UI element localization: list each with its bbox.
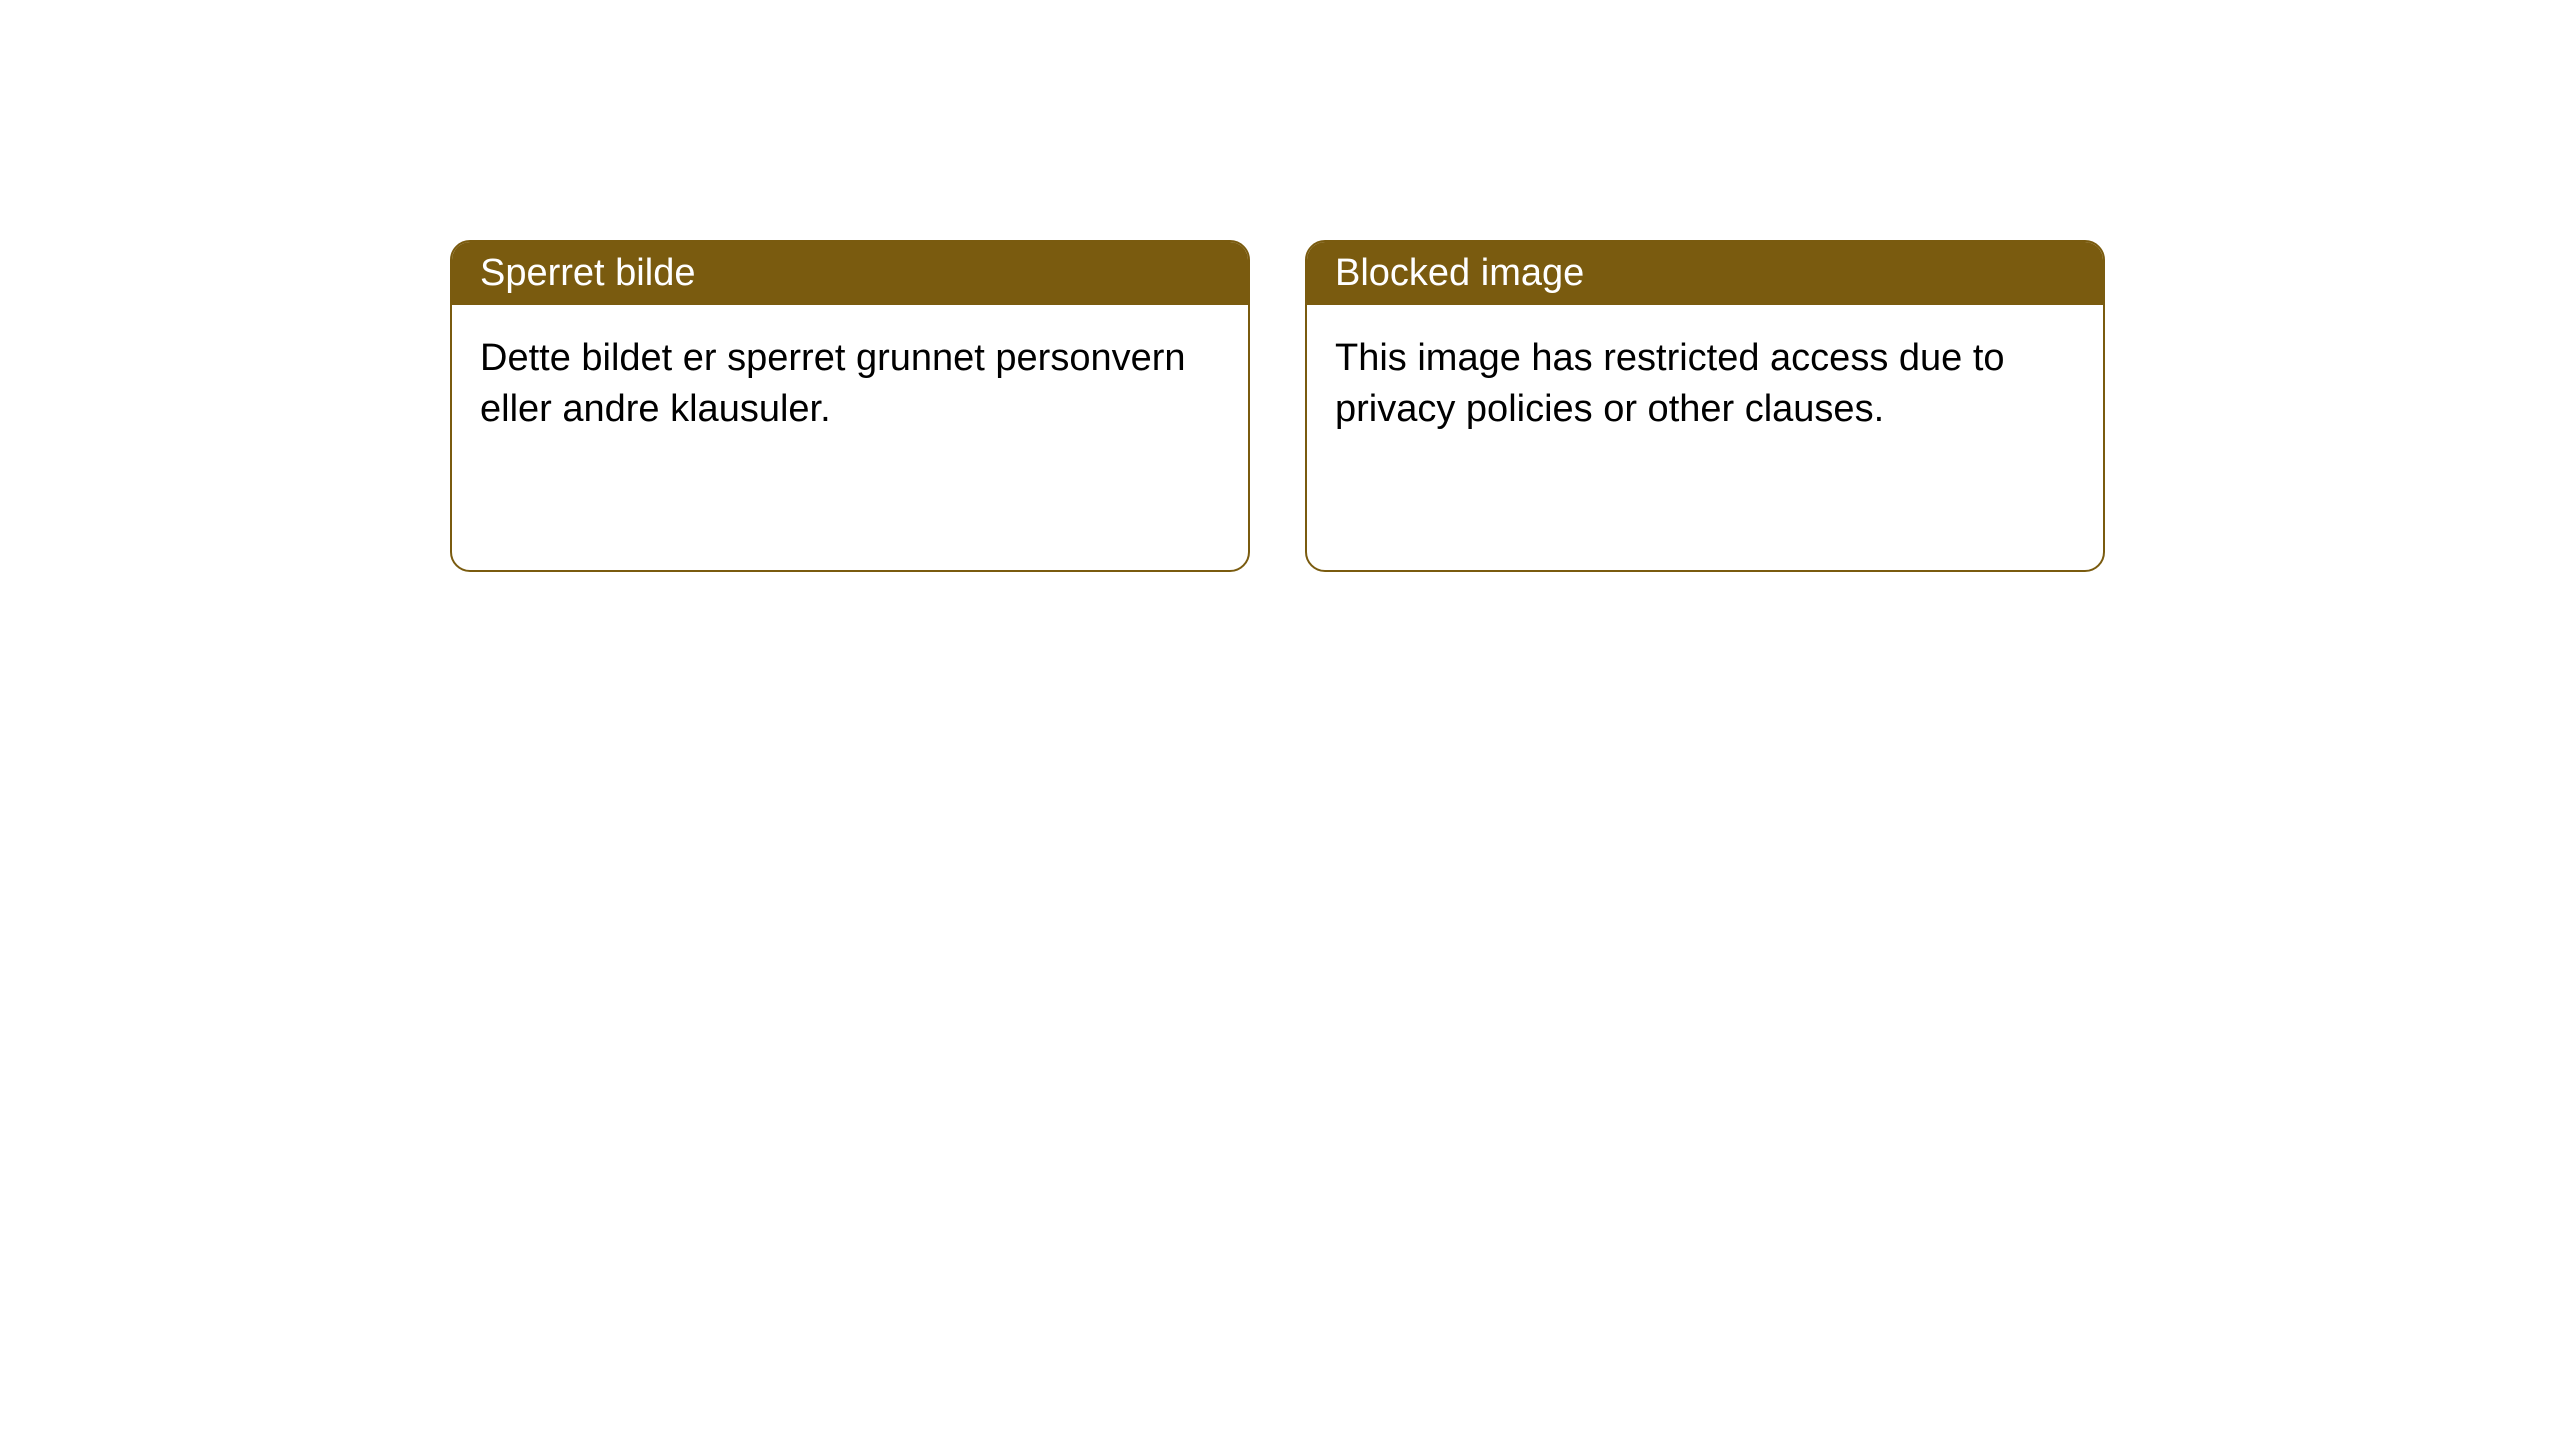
notice-body: Dette bildet er sperret grunnet personve… xyxy=(452,305,1248,570)
notice-card-norwegian: Sperret bilde Dette bildet er sperret gr… xyxy=(450,240,1250,572)
notice-title: Blocked image xyxy=(1335,252,1584,294)
notice-card-english: Blocked image This image has restricted … xyxy=(1305,240,2105,572)
notice-body: This image has restricted access due to … xyxy=(1307,305,2103,570)
notice-container: Sperret bilde Dette bildet er sperret gr… xyxy=(450,240,2105,572)
notice-header: Blocked image xyxy=(1307,242,2103,305)
notice-header: Sperret bilde xyxy=(452,242,1248,305)
notice-body-text: Dette bildet er sperret grunnet personve… xyxy=(480,337,1186,430)
notice-body-text: This image has restricted access due to … xyxy=(1335,337,2005,430)
notice-title: Sperret bilde xyxy=(480,252,695,294)
